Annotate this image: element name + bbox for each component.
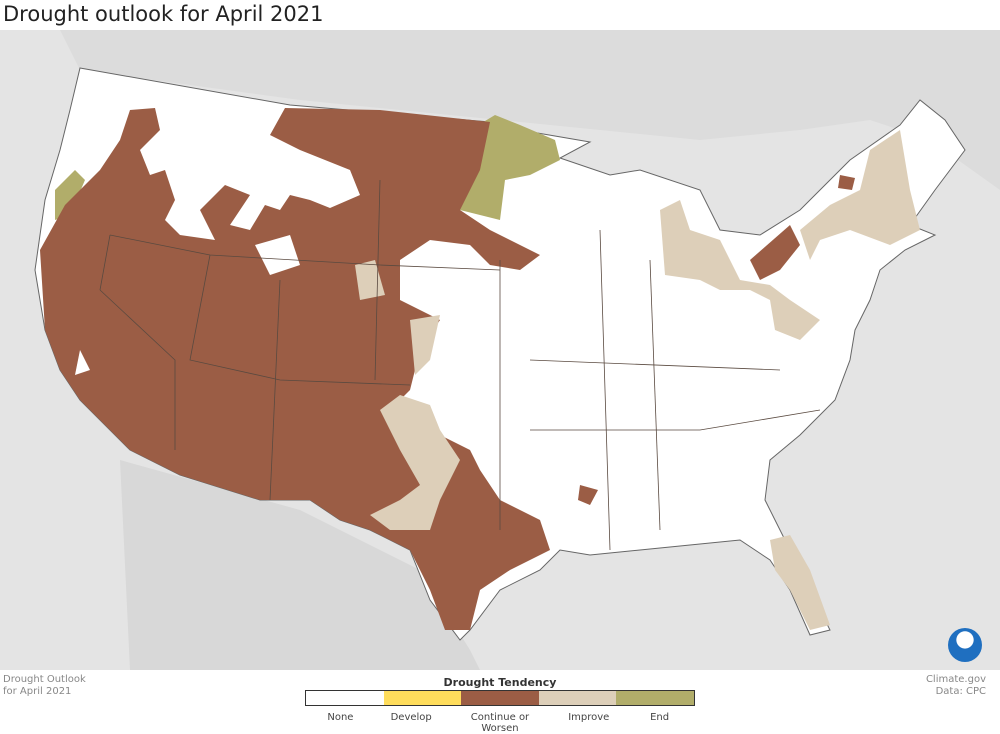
drought-end-area [55,170,85,220]
footer-left-line1: Drought Outlook [3,674,86,685]
footer-left: Drought Outlook for April 2021 [3,674,86,698]
mexico-region [120,460,480,670]
drought-continue-area [578,485,598,505]
drought-improve-area [410,315,440,375]
legend-label-continue: Continue or Worsen [470,712,530,734]
legend-swatch-develop [383,691,462,705]
legend-label-develop: Develop [390,712,432,723]
noaa-logo [948,628,982,662]
footer-left-line2: for April 2021 [3,686,72,697]
legend-swatch-none [306,691,384,705]
footer-right: Climate.gov Data: CPC [926,674,986,698]
legend-swatch-continue [461,691,539,705]
canada-region [0,30,1000,190]
map-title: Drought outlook for April 2021 [3,2,324,26]
drought-improve-area [770,535,830,630]
drought-continue-area [750,225,800,280]
legend-swatch-end [616,691,694,705]
legend-label-end: End [650,712,670,723]
legend-label-none: None [327,712,354,723]
legend-label-improve: Improve [568,712,610,723]
drought-continue-area [838,175,855,190]
legend-swatch-improve [538,691,617,705]
legend-labels: None Develop Continue or Worsen Improve … [305,712,695,734]
state-borders [99,179,821,551]
drought-improve-area [800,130,920,260]
drought-improve-area [660,200,820,340]
drought-map [0,30,1000,670]
footer-data-line: Data: CPC [935,686,986,697]
legend-title: Drought Tendency [443,676,557,689]
drought-improve-area [370,395,460,530]
legend-color-bar [305,690,695,706]
footer-source-line: Climate.gov [925,674,986,685]
